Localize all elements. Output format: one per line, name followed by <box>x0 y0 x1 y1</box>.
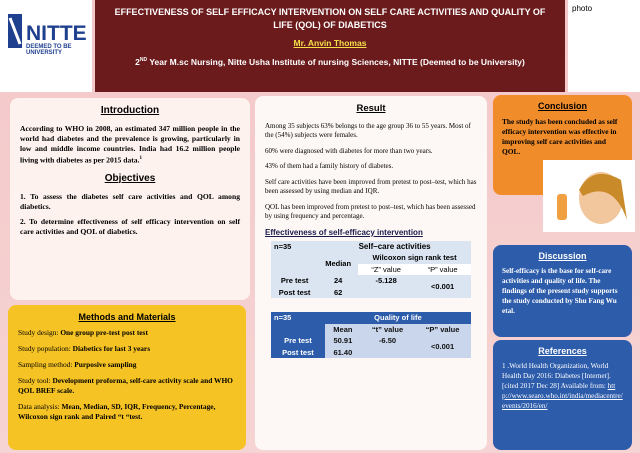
method-item: Sampling method: Purposive sampling <box>18 360 236 370</box>
cell: n=35 <box>274 241 292 251</box>
heading: Objectives <box>104 172 156 184</box>
cell: Post test <box>278 287 311 297</box>
cell: 61.40 <box>324 346 361 358</box>
heading: References <box>538 346 587 356</box>
reference: 1 .World Health Organization, World Heal… <box>502 361 623 411</box>
references-panel: References 1 .World Health Organization,… <box>493 340 632 450</box>
label: Data analysis: <box>18 402 60 411</box>
header: EFFECTIVENESS OF SELF EFFICACY INTERVENT… <box>95 0 565 92</box>
cell: “P” value <box>427 264 458 274</box>
logo-line: DEEMED TO BE <box>26 44 72 50</box>
cell: Pre test <box>280 276 309 285</box>
table-qol: n=35 Quality of life Mean “t” value “P” val… <box>271 312 471 358</box>
affiliation: 2ND Year M.sc Nursing, Nitte Usha Instit… <box>113 54 547 69</box>
cell: -6.50 <box>360 335 415 347</box>
result-panel: Result Among 35 subjects 63% belongs to … <box>255 96 487 450</box>
cell: Mean <box>333 324 353 334</box>
photo-label: photo <box>572 4 593 13</box>
cell: Quality of life <box>374 313 422 322</box>
heading: Discussion <box>538 251 587 261</box>
logo-subtitle: DEEMED TO BE UNIVERSITY <box>26 44 72 56</box>
introduction-panel: Introduction According to WHO in 2008, a… <box>10 98 250 300</box>
paragraph: Self care activities have been improved … <box>265 177 477 196</box>
cell: Median <box>325 258 352 268</box>
method-item: Data analysis: Mean, Median, SD, IQR, Fr… <box>18 402 236 422</box>
author: Mr. Anvin Thomas <box>293 38 367 48</box>
cell: “Z” value <box>371 264 401 274</box>
cell: Self–care activities <box>358 241 431 251</box>
text: 1 .World Health Organization, World Heal… <box>502 362 611 390</box>
cell: -5.128 <box>375 276 397 285</box>
paragraph: Among 35 subjects 63% belongs to the age… <box>265 121 471 140</box>
cell: <0.001 <box>431 281 455 291</box>
logo: NITTE DEEMED TO BE UNIVERSITY <box>0 0 92 92</box>
logo-name: NITTE <box>26 22 87 45</box>
cell: 50.91 <box>324 335 361 347</box>
cell: Pre test <box>284 336 312 345</box>
subheading: Effectiveness of self-efficacy intervent… <box>265 227 423 237</box>
cell: Post test <box>282 347 314 357</box>
heading: Result <box>356 103 386 114</box>
text: Purposive sampling <box>74 360 137 369</box>
paragraph: QOL has been improved from pretest to po… <box>265 202 476 221</box>
sup: ND <box>139 57 148 63</box>
label: Sampling method: <box>18 360 73 369</box>
logo-line: UNIVERSITY <box>26 50 63 56</box>
text: Self-efficacy is the base for self-care … <box>502 267 618 315</box>
logo-mark: NITTE <box>8 14 87 48</box>
text: One group pre-test post test <box>60 328 148 337</box>
label: Study tool: <box>18 376 51 385</box>
text: According to WHO in 2008, an estimated 3… <box>20 124 240 165</box>
label: Study design: <box>18 328 59 337</box>
paragraph: 60% were diagnosed with diabetes for mor… <box>265 146 433 155</box>
title: EFFECTIVENESS OF SELF EFFICACY INTERVENT… <box>114 7 546 30</box>
citation: 1 <box>139 156 142 161</box>
photo-illustration <box>543 160 635 232</box>
intro-text: According to WHO in 2008, an estimated 3… <box>20 124 240 166</box>
method-item: Study tool: Development proforma, self-c… <box>18 376 236 396</box>
methods-panel: Methods and Materials Study design: One … <box>8 305 246 450</box>
heading: Introduction <box>100 105 160 116</box>
affiliation-text: Year M.sc Nursing, Nitte Usha Institute … <box>149 56 525 67</box>
cell: “t” value <box>371 324 404 334</box>
label: Study population: <box>18 344 71 353</box>
result-text: Among 35 subjects 63% belongs to the age… <box>265 122 477 222</box>
text: Diabetics for last 3 years <box>72 344 151 353</box>
text: Mean, Median, SD, IQR, Frequency, Percen… <box>18 402 216 421</box>
table-self-care: n=35 Self–care activities Median Wilcoxon … <box>271 240 471 298</box>
cell: n=35 <box>274 313 292 322</box>
method-item: Study population: Diabetics for last 3 y… <box>18 344 236 354</box>
discussion-panel: Discussion Self-efficacy is the base for… <box>493 245 632 337</box>
heading: Methods and Materials <box>78 312 176 322</box>
objective: 1. To assess the diabetes self care acti… <box>20 191 240 211</box>
paragraph: 43% of them had a family history of diab… <box>265 162 394 170</box>
photo-box: photo <box>568 0 640 92</box>
heading: Conclusion <box>538 101 587 111</box>
cell: <0.001 <box>414 335 471 358</box>
objective: 2. To determine effectiveness of self ef… <box>20 216 240 236</box>
method-item: Study design: One group pre-test post te… <box>18 328 236 338</box>
methods-list: Study design: One group pre-test post te… <box>18 328 236 422</box>
year: 2 <box>135 56 140 67</box>
text: Development proforma, self-care activity… <box>18 376 233 395</box>
link[interactable]: http://www.searo.who.int/india/mediacent… <box>502 382 623 410</box>
text: The study has been concluded as self eff… <box>502 117 618 156</box>
cell: “P” value <box>425 324 460 334</box>
cell: 62 <box>333 287 343 297</box>
cell: 24 <box>333 276 343 285</box>
cell: Wilcoxon sign rank test <box>372 253 457 262</box>
